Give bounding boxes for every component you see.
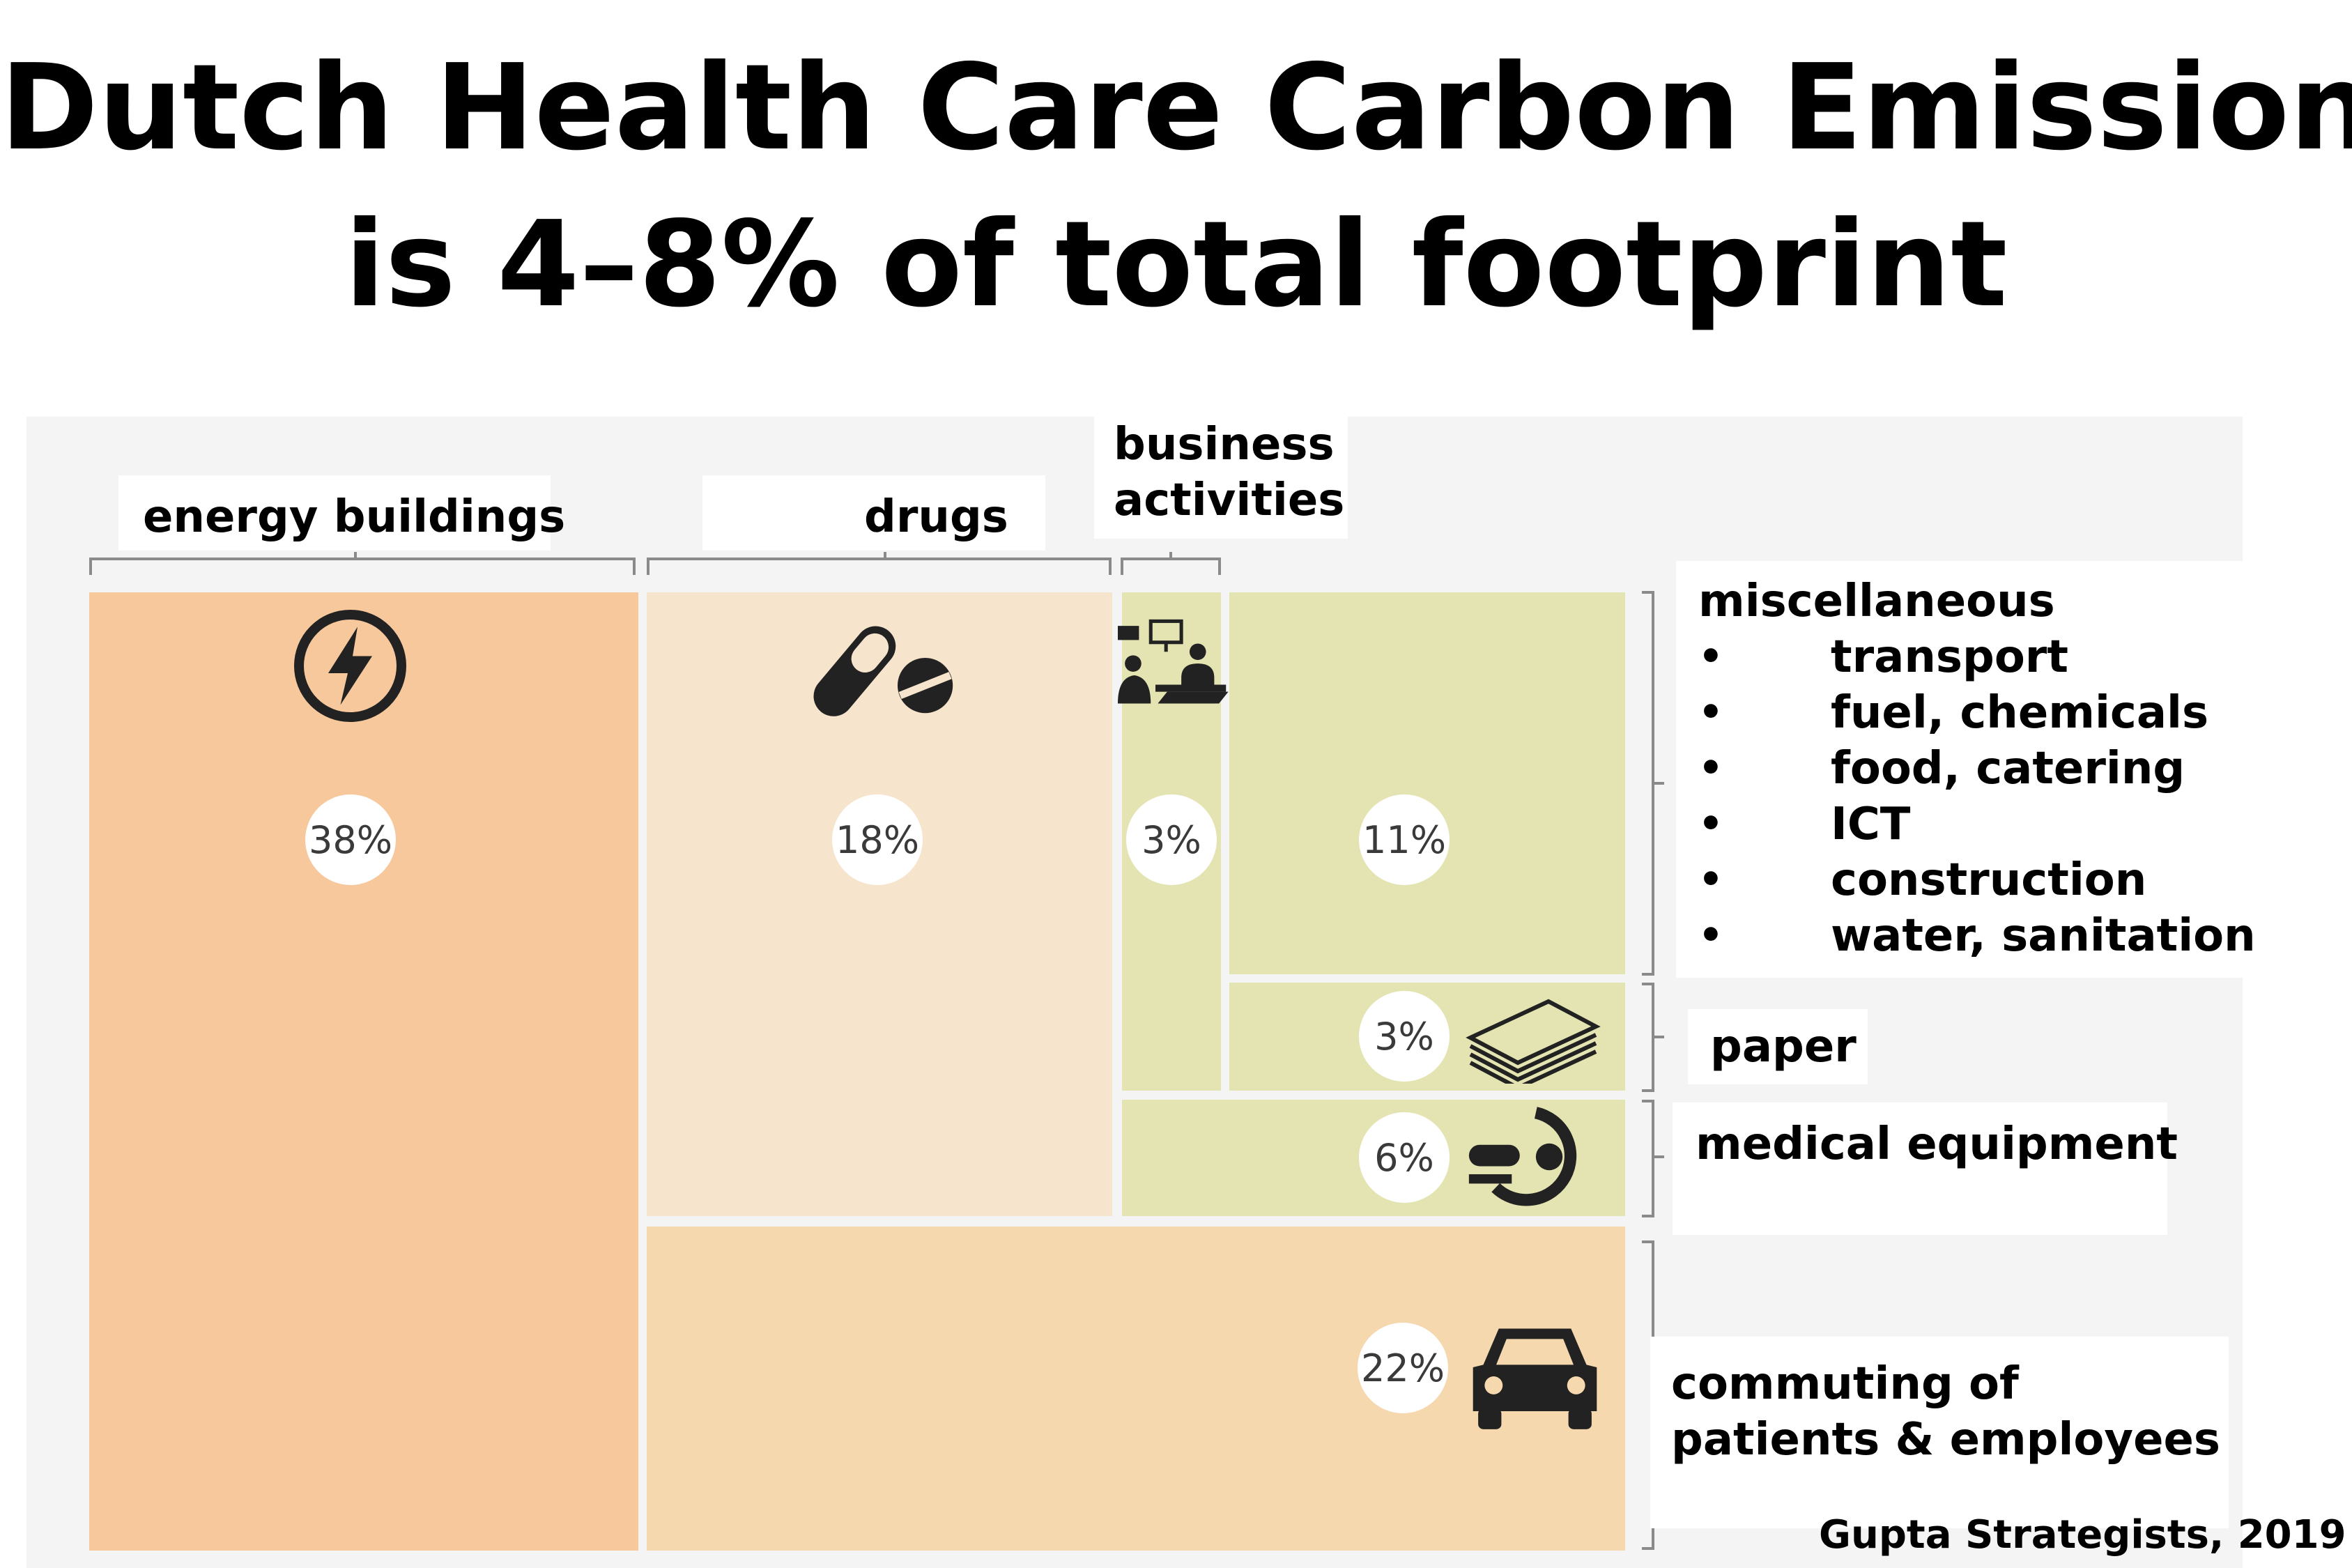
value-badge-energy: 38%	[305, 794, 396, 885]
treemap-cell-drugs: 18%	[647, 592, 1112, 1216]
label-business-line-1: business	[1114, 419, 1335, 470]
chart-title-line-2: is 4–8% of total footprint	[344, 196, 2008, 334]
paper-stack-icon	[1466, 999, 1601, 1084]
misc-item-4: construction	[1831, 854, 2147, 906]
label-business-line-2: activities	[1114, 475, 1345, 526]
misc-bullet: •	[1698, 746, 1723, 791]
treemap-cell-energy-buildings: 38%	[89, 592, 638, 1551]
label-energy-buildings: energy buildings	[118, 475, 565, 551]
scanner-icon	[1468, 1107, 1577, 1206]
car-icon	[1473, 1328, 1597, 1429]
misc-item-5: water, sanitation	[1831, 910, 2256, 962]
treemap-cell-paper: 3%	[1229, 983, 1625, 1091]
label-medical-equipment: medical equipment	[1673, 1102, 2178, 1235]
label-miscellaneous: miscellaneous • transport • fuel, chemicals…	[1676, 561, 2256, 978]
meeting-icon	[1118, 619, 1229, 704]
value-badge-business: 3%	[1126, 794, 1217, 885]
misc-bullet: •	[1698, 913, 1723, 958]
misc-bullet: •	[1698, 690, 1723, 735]
misc-bullet: •	[1698, 857, 1723, 902]
label-drugs: drugs	[702, 475, 1045, 551]
misc-item-0: transport	[1831, 631, 2068, 683]
pill-icon	[813, 626, 953, 716]
value-badge-paper: 3%	[1359, 991, 1450, 1082]
treemap-cell-commuting: 22%	[647, 1227, 1625, 1551]
misc-heading: miscellaneous	[1698, 576, 2055, 627]
value-badge-medical: 6%	[1359, 1112, 1450, 1203]
value-badge-miscellaneous: 11%	[1359, 794, 1450, 885]
misc-item-2: food, catering	[1831, 743, 2185, 794]
label-commuting-line-1: commuting of	[1671, 1358, 2019, 1410]
label-business-activities: business activities	[1094, 417, 1348, 539]
label-commuting-line-2: patients & employees	[1671, 1414, 2220, 1466]
treemap-cell-miscellaneous: 11%	[1229, 592, 1625, 974]
misc-bullet: •	[1698, 634, 1723, 679]
label-commuting: commuting of patients & employees	[1650, 1337, 2229, 1528]
lightning-icon	[294, 610, 406, 722]
misc-item-1: fuel, chemicals	[1831, 687, 2209, 739]
value-badge-drugs: 18%	[832, 794, 923, 885]
source-credit: Gupta Strategists, 2019	[1819, 1512, 2346, 1558]
value-badge-commuting: 22%	[1358, 1323, 1448, 1413]
misc-bullet: •	[1698, 801, 1723, 847]
misc-item-3: ICT	[1831, 799, 1911, 850]
label-paper: paper	[1688, 1009, 1868, 1084]
chart-title-line-1: Dutch Health Care Carbon Emission	[0, 39, 2352, 177]
